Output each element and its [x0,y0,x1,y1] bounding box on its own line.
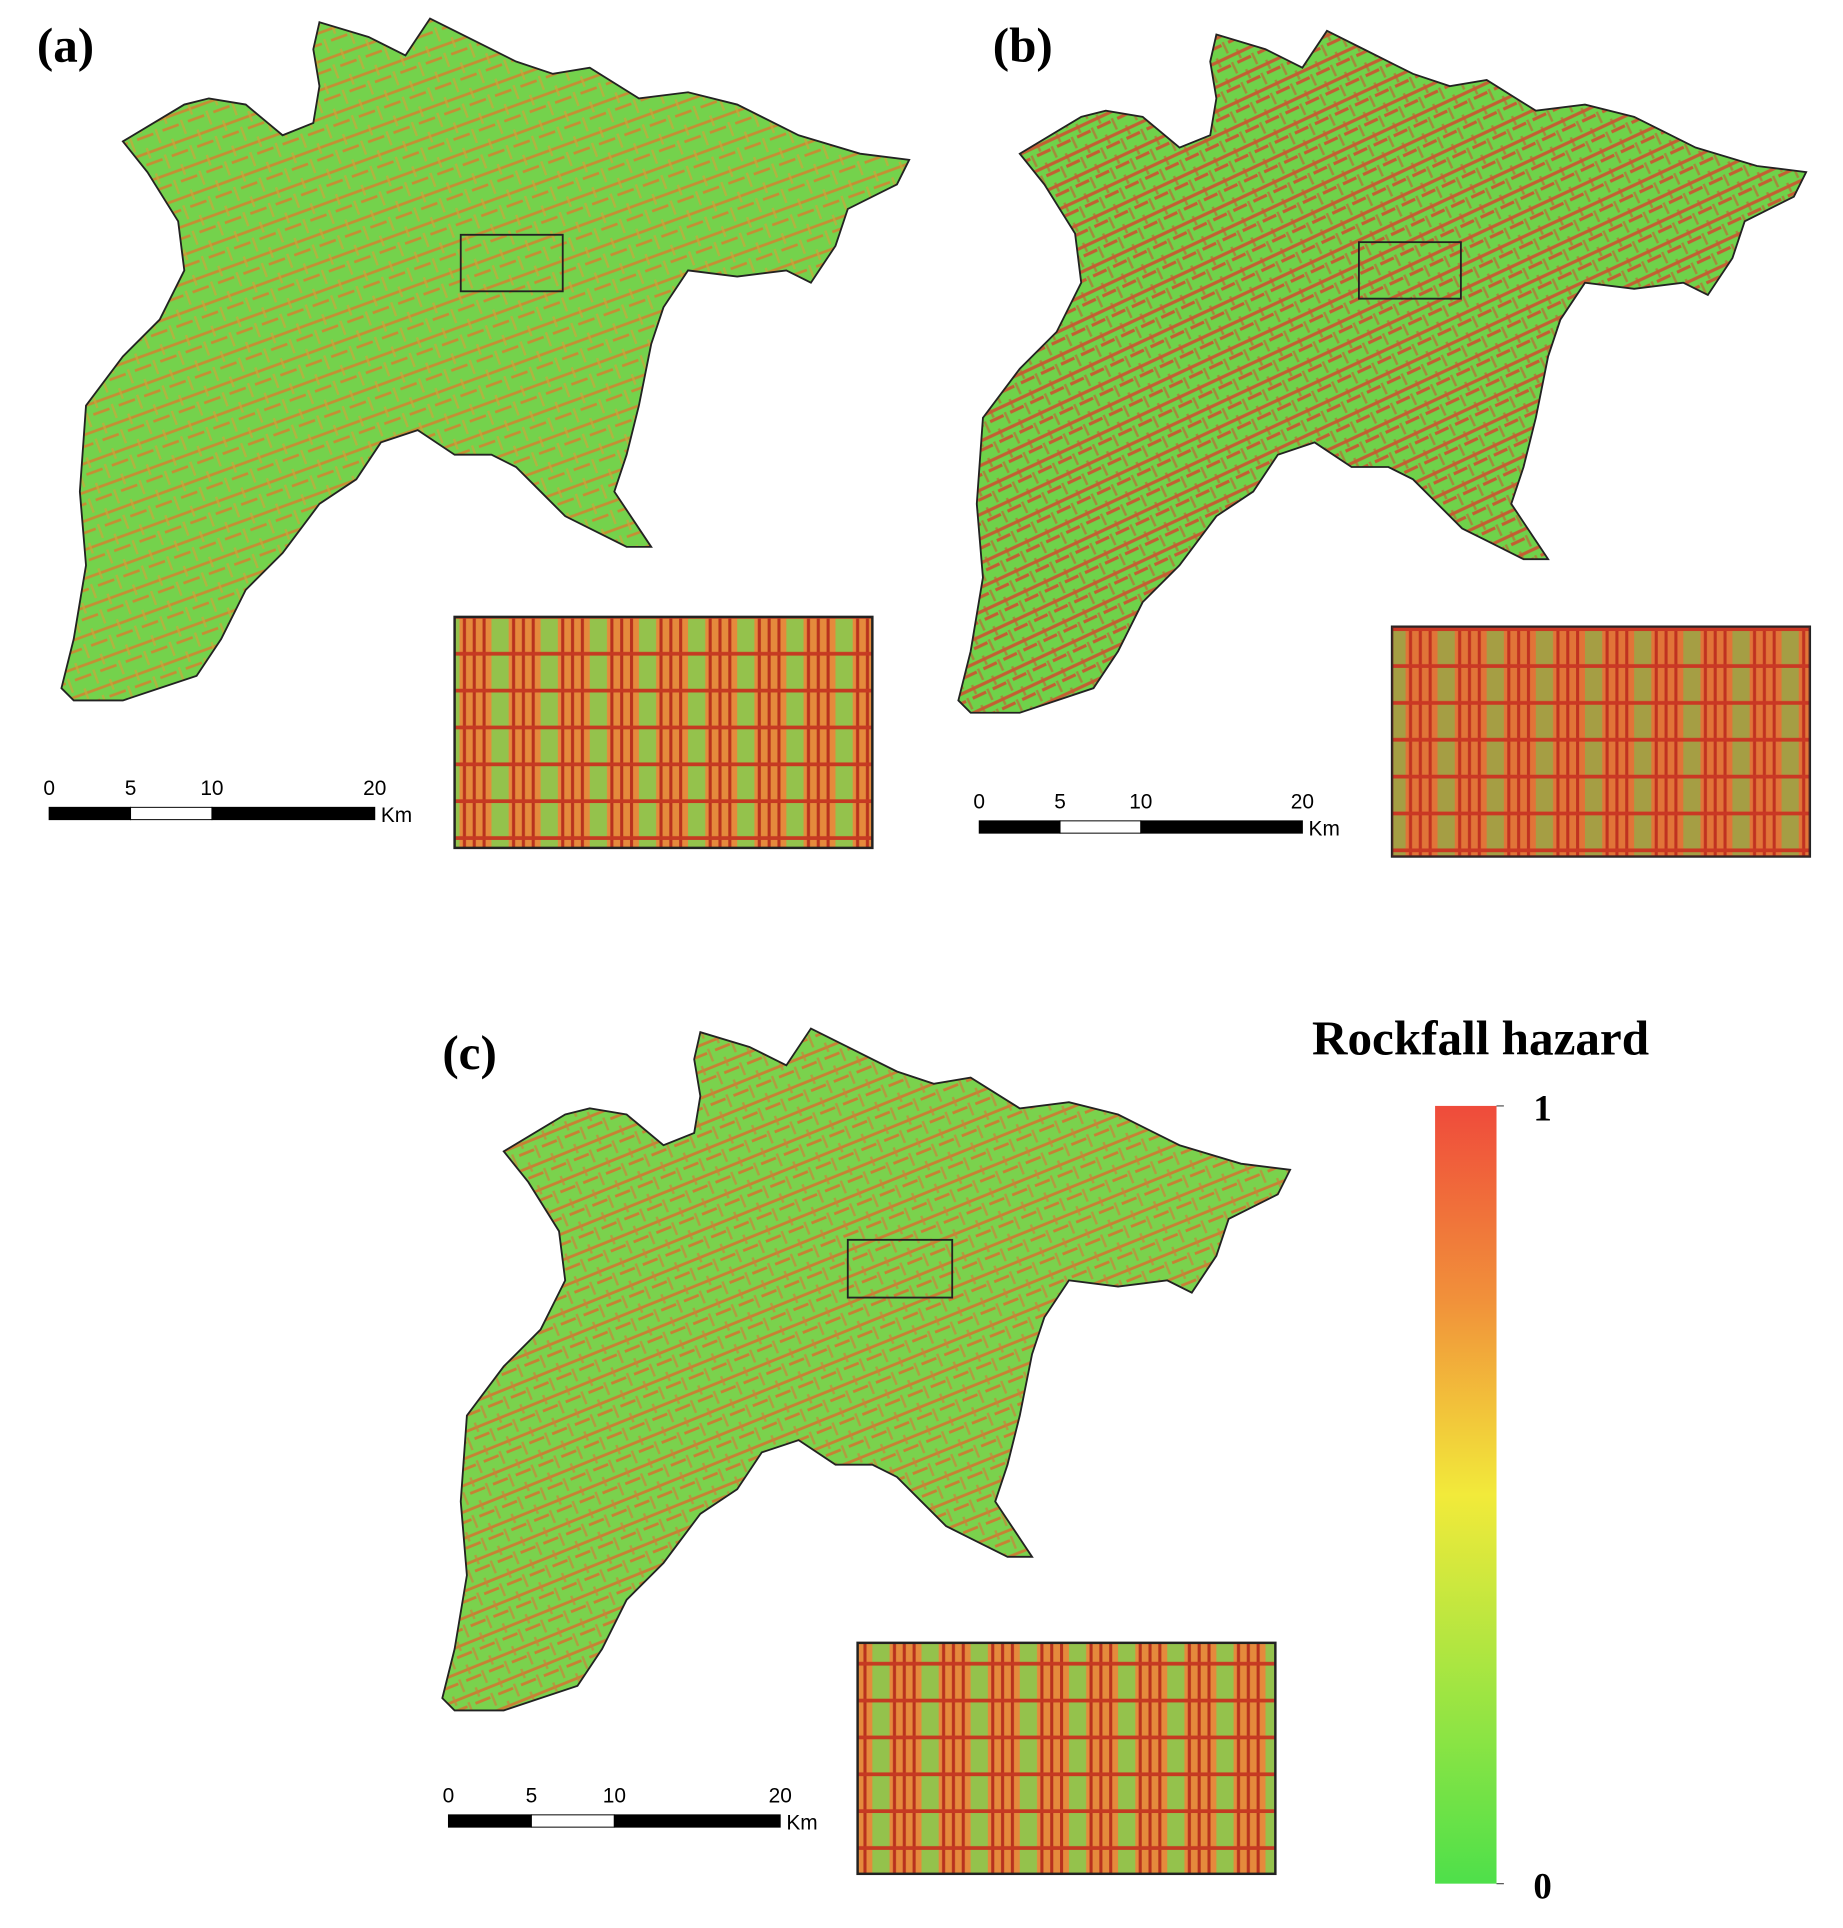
inset-shade [1392,626,1810,857]
color-bar [1435,1105,1497,1884]
map-a [60,17,911,850]
scale-segment [48,806,132,821]
scale-segment [613,1814,781,1828]
panel-label: (b) [993,18,1053,73]
scale-segment [1059,820,1142,834]
inset-map [856,1641,1277,1876]
scale-tick-label: 5 [1054,791,1066,814]
zoom-box [846,1238,954,1299]
scale-segment [211,806,376,821]
scale-unit: Km [786,1812,817,1835]
scale-segment [1140,820,1303,834]
map-b [957,29,1812,858]
scale-segment [978,820,1061,834]
scale-segment [530,1814,615,1828]
scale-unit: Km [381,804,412,827]
zoom-box [459,233,564,293]
scale-tick-label: 10 [603,1785,626,1808]
scale-tick-label: 20 [769,1785,792,1808]
scale-tick-label: 20 [363,777,386,800]
scale-tick-label: 10 [200,777,223,800]
scale-tick-label: 5 [526,1785,538,1808]
legend-tick-label: 0 [1533,1865,1551,1906]
basin-map [441,1027,1292,1712]
scale-unit: Km [1309,818,1340,841]
panel-label: (c) [442,1025,497,1080]
scale-tick-label: 0 [43,777,55,800]
scale-tick-label: 10 [1129,791,1152,814]
legend-title: Rockfall hazard [1312,1010,1649,1065]
scale-segment [130,806,213,821]
panel-label: (a) [37,18,94,73]
scale-tick-label: 20 [1291,791,1314,814]
legend-tick-label: 1 [1533,1088,1551,1129]
scale-tick-label: 0 [973,791,985,814]
scale-segment [447,1814,532,1828]
inset-map [1390,625,1812,858]
inset-map [453,615,874,850]
zoom-box [1357,241,1462,300]
scale-tick-label: 5 [125,777,137,800]
scale-tick-label: 0 [443,1785,455,1808]
basin-map [957,29,1808,714]
basin-map [60,17,911,702]
map-c [441,1027,1292,1876]
